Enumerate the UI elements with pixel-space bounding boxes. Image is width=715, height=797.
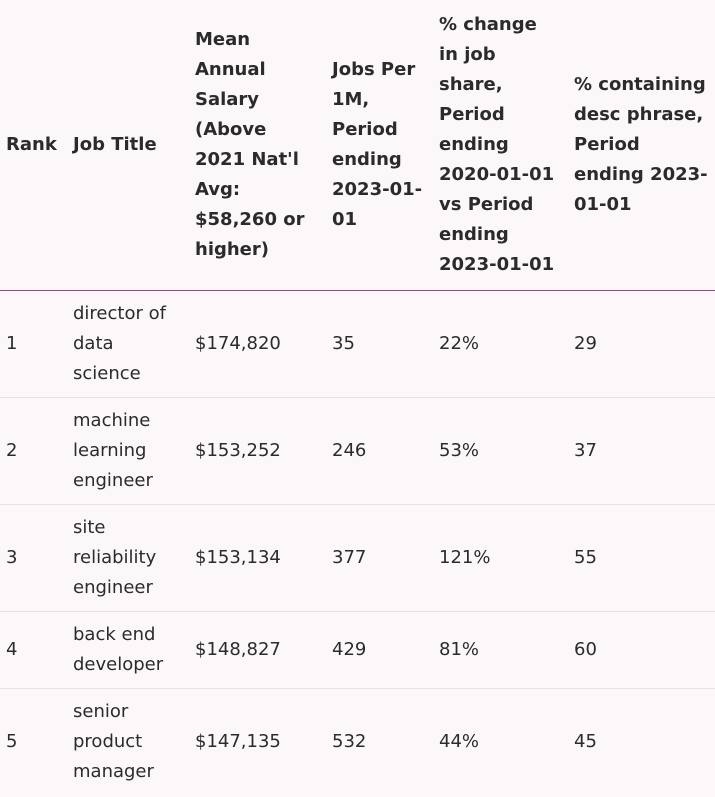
- cell-change: 44%: [439, 731, 480, 752]
- table-row: 4 back end developer $148,827 429 81% 60: [0, 612, 715, 689]
- cell-jobs: 429: [332, 639, 367, 660]
- cell-salary: $174,820: [195, 333, 281, 354]
- cell-job-title: senior product manager: [73, 701, 154, 782]
- cell-desc: 45: [574, 731, 597, 752]
- header-salary: Mean Annual Salary (Above 2021 Nat'l Avg…: [195, 29, 305, 260]
- header-rank: Rank: [6, 134, 57, 155]
- table-row: 1 director of data science $174,820 35 2…: [0, 291, 715, 398]
- cell-job-title: machine learning engineer: [73, 410, 153, 491]
- table-body: 1 director of data science $174,820 35 2…: [0, 291, 715, 796]
- cell-change: 121%: [439, 547, 491, 568]
- cell-change: 81%: [439, 639, 480, 660]
- cell-change: 22%: [439, 333, 480, 354]
- cell-job-title: site reliability engineer: [73, 517, 157, 598]
- cell-jobs: 246: [332, 440, 367, 461]
- header-percent-desc: % containing desc phrase, Period ending …: [574, 74, 708, 215]
- cell-desc: 37: [574, 440, 597, 461]
- cell-job-title: back end developer: [73, 624, 164, 675]
- cell-change: 53%: [439, 440, 480, 461]
- cell-jobs: 532: [332, 731, 367, 752]
- table-header: Rank Job Title Mean Annual Salary (Above…: [0, 0, 715, 291]
- cell-rank: 5: [6, 731, 18, 752]
- cell-rank: 3: [6, 547, 18, 568]
- cell-job-title: director of data science: [73, 303, 166, 384]
- cell-salary: $153,252: [195, 440, 281, 461]
- cell-desc: 60: [574, 639, 597, 660]
- header-row: Rank Job Title Mean Annual Salary (Above…: [0, 0, 715, 291]
- cell-rank: 2: [6, 440, 18, 461]
- header-job-title: Job Title: [73, 134, 157, 155]
- cell-salary: $148,827: [195, 639, 281, 660]
- header-percent-change: % change in job share, Period ending 202…: [439, 14, 555, 275]
- cell-rank: 4: [6, 639, 18, 660]
- cell-rank: 1: [6, 333, 18, 354]
- table-row: 3 site reliability engineer $153,134 377…: [0, 505, 715, 612]
- cell-salary: $147,135: [195, 731, 281, 752]
- cell-desc: 29: [574, 333, 597, 354]
- cell-desc: 55: [574, 547, 597, 568]
- cell-jobs: 377: [332, 547, 367, 568]
- cell-salary: $153,134: [195, 547, 281, 568]
- header-jobs-per-1m: Jobs Per 1M, Period ending 2023-01-01: [332, 59, 423, 230]
- table-row: 2 machine learning engineer $153,252 246…: [0, 398, 715, 505]
- table-row: 5 senior product manager $147,135 532 44…: [0, 689, 715, 796]
- cell-jobs: 35: [332, 333, 355, 354]
